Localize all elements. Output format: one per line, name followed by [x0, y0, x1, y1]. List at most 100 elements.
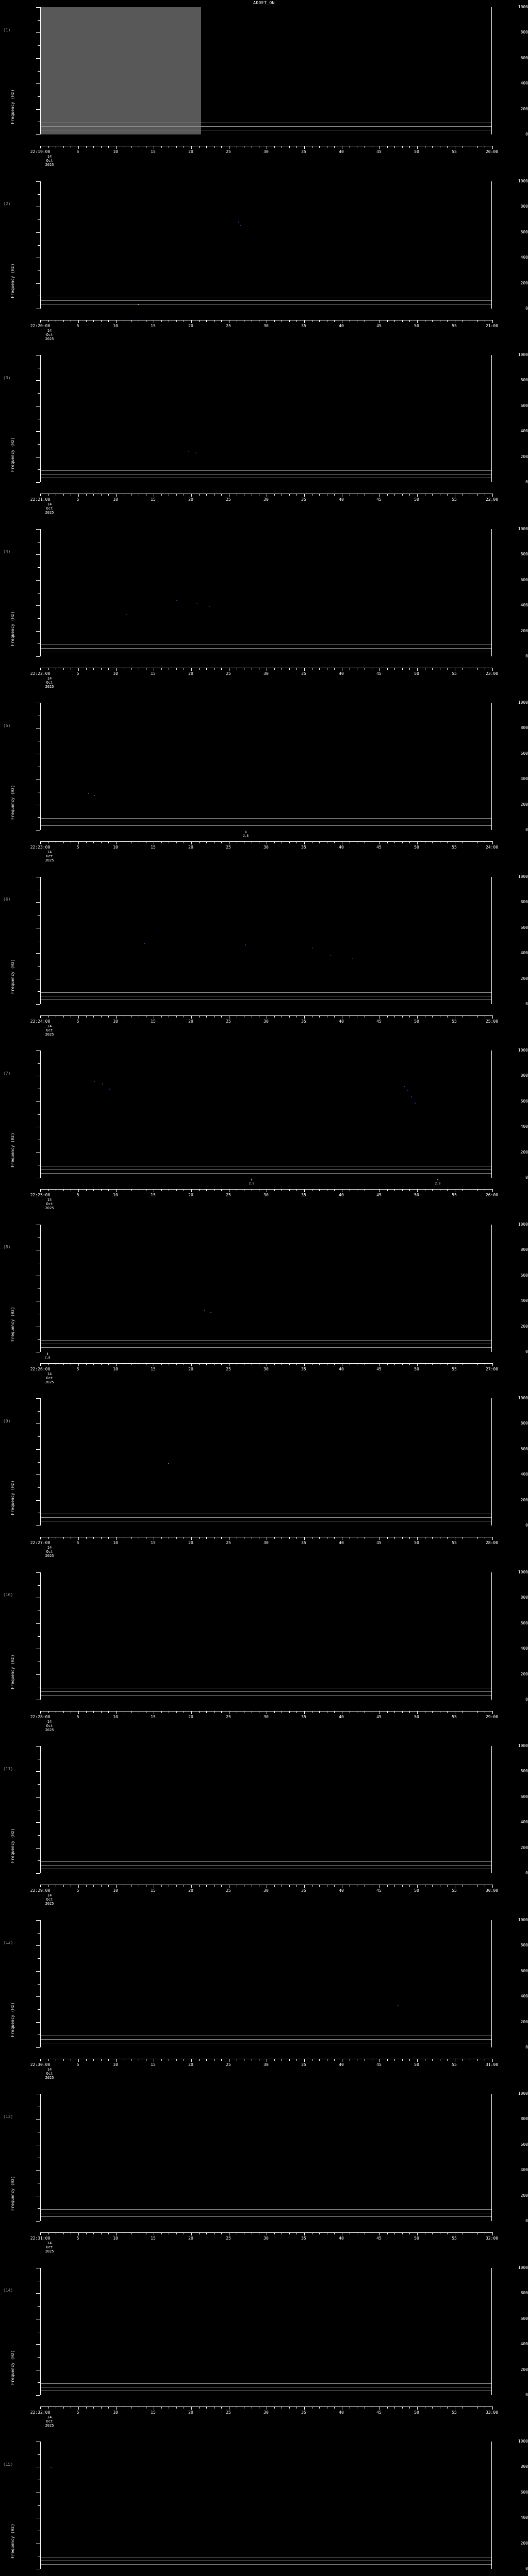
date-line: 2025 [45, 684, 54, 689]
x-tick-major [417, 842, 418, 844]
spectral-energy-point [188, 451, 189, 452]
x-tick-minor [334, 2233, 335, 2234]
y-tick-major [36, 181, 40, 182]
panel-index-label: (10) [3, 1592, 13, 1598]
x-tick-label: 40 [339, 1888, 344, 1893]
x-tick-major [492, 2059, 493, 2062]
x-tick-minor [48, 2233, 49, 2234]
x-tick-minor [48, 1015, 49, 1018]
x-tick-minor [199, 1885, 200, 1887]
x-tick-minor [319, 1363, 320, 1365]
detector-band-line [41, 2039, 491, 2040]
spectrogram-plot-area[interactable] [40, 7, 492, 134]
x-tick-minor [447, 1537, 448, 1539]
y-tick-label: 400 [520, 255, 528, 260]
spectrogram-plot-area[interactable] [40, 2442, 492, 2569]
panel-index-label: (15) [3, 2462, 13, 2467]
spectrogram-plot-area[interactable] [40, 703, 492, 830]
x-tick-minor [206, 842, 207, 843]
x-tick-label: 22:27:00 [30, 1540, 51, 1545]
x-tick-label: 40 [339, 149, 344, 154]
x-tick-minor [108, 1711, 109, 1713]
detector-band-line [41, 1694, 491, 1696]
x-tick-label: 22:19:00 [30, 149, 51, 154]
y-tick-label: 200 [520, 1845, 528, 1850]
x-tick-minor [447, 320, 448, 322]
x-tick-minor [477, 842, 478, 843]
x-tick-minor [63, 2233, 64, 2234]
spectrogram-plot-area[interactable] [40, 1920, 492, 2047]
x-tick-label: 15 [151, 149, 156, 154]
date-line: 14 [47, 2241, 52, 2245]
x-tick-minor [206, 1537, 207, 1539]
spectrogram-plot-area[interactable] [40, 1398, 492, 1526]
spectrogram-plot-area[interactable] [40, 2267, 492, 2395]
date-line: 14 [47, 502, 52, 506]
y-tick-minor [38, 2382, 40, 2383]
x-tick-label: 5 [76, 1540, 79, 1545]
x-tick-minor [387, 1190, 388, 1191]
x-tick-label: 15 [151, 1019, 156, 1024]
x-axis-date-label: 14 Oct 2025 [45, 2241, 54, 2253]
panel-index-label: (1) [3, 27, 11, 32]
x-tick-major [191, 2233, 192, 2235]
x-tick-minor [289, 1885, 290, 1887]
x-tick-minor [199, 1363, 200, 1365]
spectrogram-plot-area[interactable] [40, 529, 492, 656]
spectrogram-plot-area[interactable] [40, 1050, 492, 1178]
date-line: 14 [47, 1719, 52, 1724]
spectrogram-plot-area[interactable] [40, 355, 492, 482]
x-tick-minor [221, 842, 222, 843]
x-tick-label: 35 [301, 1714, 306, 1719]
x-tick-minor [334, 1015, 335, 1018]
x-tick-label: 50 [414, 1714, 419, 1719]
detection-pick-marker[interactable]: 4 2.8 [249, 1178, 255, 1185]
panel-index-label: (9) [3, 1418, 11, 1423]
spectral-energy-point [415, 1103, 416, 1104]
x-tick-minor [334, 494, 335, 496]
x-tick-label: 20 [188, 1019, 193, 1024]
y-tick-label: 400 [520, 1646, 528, 1651]
spectrogram-plot-area[interactable] [40, 876, 492, 1004]
y-tick-minor [38, 245, 40, 246]
date-line: 14 [47, 2067, 52, 2072]
x-tick-label: 50 [414, 1366, 419, 1371]
date-line: Oct [46, 854, 53, 858]
x-tick-minor [289, 1537, 290, 1539]
x-tick-minor [409, 320, 410, 322]
y-tick-label: 400 [520, 2341, 528, 2346]
x-tick-label: 40 [339, 845, 344, 850]
x-tick-minor [387, 1015, 388, 1018]
spectrogram-plot-area[interactable] [40, 2094, 492, 2221]
date-line: Oct [46, 1723, 53, 1728]
x-tick-label: 15 [151, 1193, 156, 1197]
spectrogram-plot-area[interactable] [40, 181, 492, 309]
x-tick-minor [387, 1885, 388, 1887]
spectrogram-plot-area[interactable] [40, 1224, 492, 1352]
x-tick-major [191, 2406, 192, 2410]
x-tick-label: 25 [226, 2236, 231, 2241]
y-tick-minor [38, 1636, 40, 1637]
x-tick-minor [289, 1363, 290, 1365]
detection-pick-marker[interactable]: 4 2.8 [243, 831, 249, 838]
y-axis-title: Frequency (Hz) [10, 437, 15, 472]
spectrogram-plot-area[interactable] [40, 1572, 492, 1700]
spectrogram-plot-area[interactable] [40, 1746, 492, 1873]
x-tick-minor [161, 1363, 162, 1365]
x-tick-minor [101, 1537, 102, 1539]
detection-pick-marker[interactable]: 4 2.8 [435, 1178, 440, 1185]
x-tick-minor [274, 1537, 275, 1539]
x-tick-minor [86, 494, 87, 496]
x-tick-minor [108, 1190, 109, 1191]
y-tick-minor [38, 1114, 40, 1115]
x-tick-minor [296, 2059, 297, 2061]
x-tick-label: 35 [301, 2062, 306, 2067]
detection-pick-marker[interactable]: 4 2.8 [45, 1352, 51, 1360]
x-tick-minor [221, 1711, 222, 1713]
x-tick-major [417, 1885, 418, 1888]
x-tick-minor [199, 842, 200, 843]
y-axis-title: Frequency (Hz) [10, 1480, 15, 1516]
x-tick-minor [447, 2059, 448, 2061]
spectral-energy-point [94, 1081, 95, 1082]
x-tick-minor [101, 1015, 102, 1018]
